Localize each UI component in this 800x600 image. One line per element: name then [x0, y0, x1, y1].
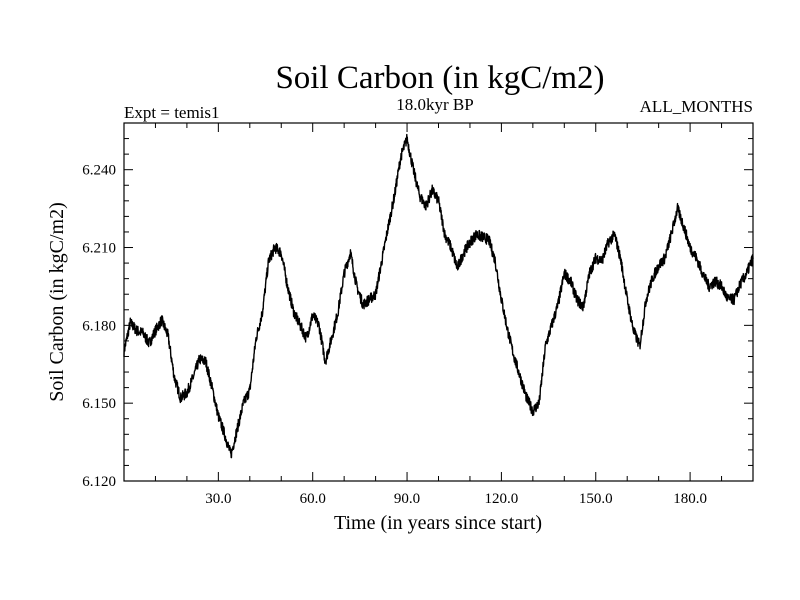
- months-label: ALL_MONTHS: [640, 97, 753, 116]
- x-tick-label: 120.0: [485, 491, 519, 507]
- y-tick-labels: 6.120 6.150 6.180 6.210 6.240: [82, 163, 116, 490]
- y-tick-label: 6.180: [82, 318, 116, 334]
- chart-title: Soil Carbon (in kgC/m2): [275, 60, 604, 96]
- y-tick-label: 6.240: [82, 163, 116, 179]
- y-tick-label: 6.120: [82, 474, 116, 490]
- y-tick-label: 6.210: [82, 241, 116, 257]
- series-line-soil-carbon: [123, 133, 754, 459]
- plot-frame: [123, 122, 754, 482]
- axis-ticks: [124, 123, 753, 481]
- x-tick-labels: 30.0 60.0 90.0 120.0 150.0 180.0: [205, 491, 707, 507]
- y-tick-label: 6.150: [82, 396, 116, 412]
- x-tick-label: 30.0: [205, 491, 231, 507]
- x-axis-label: Time (in years since start): [334, 512, 542, 534]
- period-label: 18.0kyr BP: [396, 95, 473, 114]
- expt-label: Expt = temis1: [124, 103, 220, 122]
- x-tick-label: 60.0: [300, 491, 326, 507]
- x-tick-label: 90.0: [394, 491, 420, 507]
- x-tick-label: 180.0: [673, 491, 707, 507]
- y-axis-label: Soil Carbon (in kgC/m2): [46, 202, 68, 401]
- x-tick-label: 150.0: [579, 491, 613, 507]
